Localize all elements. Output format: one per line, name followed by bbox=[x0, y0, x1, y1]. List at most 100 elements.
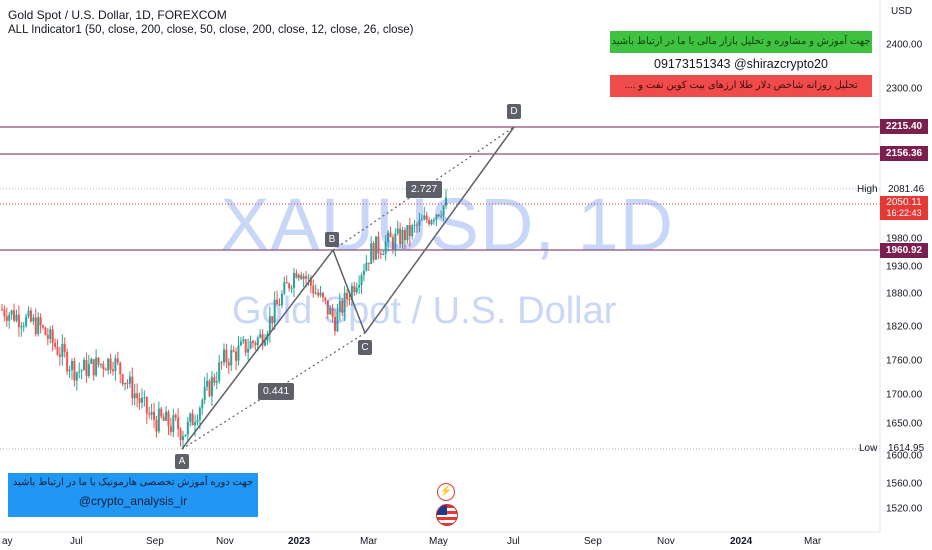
candle-body bbox=[143, 397, 146, 399]
watermark-name: Gold Spot / U.S. Dollar bbox=[232, 290, 617, 332]
price-tick-label: 2300.00 bbox=[886, 84, 923, 95]
candle-body bbox=[44, 327, 47, 336]
candle-body bbox=[181, 436, 184, 441]
candle-body bbox=[283, 282, 286, 294]
candle-body bbox=[20, 326, 23, 328]
level-tag-2156: 2156.36 bbox=[880, 146, 928, 161]
last-price-tag: 2050.11 16:22:43 bbox=[880, 196, 928, 220]
candle-body bbox=[223, 349, 225, 363]
price-tick-label: 1880.00 bbox=[886, 289, 923, 300]
candle-body bbox=[247, 348, 250, 353]
candle-body bbox=[329, 308, 332, 315]
candle-body bbox=[218, 362, 221, 382]
price-axis: 2400.00 2300.00 1980.00 1930.00 1880.00 1820.… bbox=[879, 0, 923, 532]
candle-body bbox=[97, 357, 100, 365]
indicator-legend[interactable]: ALL Indicator1 (50, close, 200, close, 5… bbox=[8, 24, 414, 36]
candle-body bbox=[348, 299, 351, 301]
time-tick-label: 2023 bbox=[288, 536, 311, 547]
ratio-cd[interactable]: 2.727 bbox=[406, 181, 443, 198]
candle-body bbox=[324, 297, 327, 301]
candle-body bbox=[336, 311, 339, 332]
candle-body bbox=[355, 287, 358, 293]
point-a[interactable]: A bbox=[175, 454, 189, 469]
candle-body bbox=[317, 292, 320, 296]
candle-body bbox=[102, 363, 105, 370]
candle-body bbox=[423, 215, 426, 220]
candle-body bbox=[126, 382, 129, 384]
candle-body bbox=[34, 317, 37, 335]
chart-title[interactable]: Gold Spot / U.S. Dollar, 1D, FOREXCOM bbox=[8, 8, 227, 22]
candle-body bbox=[80, 370, 83, 372]
time-tick-label: Mar bbox=[360, 536, 378, 547]
candle-body bbox=[319, 292, 322, 296]
us-flag-icon[interactable] bbox=[436, 504, 458, 526]
candle-body bbox=[206, 380, 209, 387]
candle-body bbox=[167, 411, 170, 427]
candle-body bbox=[391, 237, 394, 250]
candle-body bbox=[160, 408, 163, 417]
candle-body bbox=[230, 350, 233, 366]
candle-body bbox=[396, 228, 399, 234]
candle-body bbox=[61, 343, 64, 357]
candle-body bbox=[288, 283, 291, 289]
leg-cd bbox=[364, 126, 515, 334]
candle-body bbox=[411, 225, 414, 237]
candle-body bbox=[227, 362, 230, 366]
candle-body bbox=[420, 219, 423, 221]
candle-body bbox=[401, 229, 404, 245]
candle-body bbox=[343, 292, 346, 313]
candle-body bbox=[408, 225, 411, 237]
candle-body bbox=[372, 243, 375, 260]
candle-body bbox=[346, 292, 349, 300]
candle-body bbox=[121, 374, 124, 385]
candle-body bbox=[297, 274, 300, 278]
candle-body bbox=[196, 420, 199, 423]
candle-body bbox=[46, 335, 49, 339]
point-d[interactable]: D bbox=[507, 104, 521, 119]
price-tick-label: 1650.00 bbox=[886, 419, 923, 430]
candle-body bbox=[435, 214, 438, 220]
candle-body bbox=[83, 359, 86, 371]
candle-body bbox=[389, 232, 392, 238]
banner-green: جهت آموزش و مشاوره و تحلیل بازار مالی با… bbox=[610, 31, 872, 53]
candle-body bbox=[51, 329, 54, 343]
candle-body bbox=[382, 254, 385, 256]
candle-body bbox=[292, 272, 295, 288]
candle-body bbox=[387, 232, 390, 243]
low-label: Low bbox=[859, 443, 878, 454]
ratio-ab[interactable]: 0.441 bbox=[258, 383, 295, 400]
candle-body bbox=[138, 397, 141, 403]
candle-body bbox=[249, 341, 252, 349]
candle-body bbox=[358, 284, 361, 288]
lightning-icon[interactable]: ⚡ bbox=[437, 483, 455, 501]
price-tick-label: 1820.00 bbox=[886, 322, 923, 333]
candle-body bbox=[116, 358, 119, 363]
candle-body bbox=[73, 361, 76, 381]
promo-box: جهت دوره آموزش تخصصی هارمونیک با ما در ا… bbox=[8, 473, 258, 517]
candle-body bbox=[32, 317, 35, 322]
candle-body bbox=[85, 359, 88, 376]
candle-body bbox=[399, 228, 402, 245]
candle-body bbox=[235, 351, 238, 361]
candle-body bbox=[133, 393, 136, 399]
promo-line1: جهت دوره آموزش تخصصی هارمونیک با ما در ا… bbox=[12, 477, 254, 488]
time-tick-label: May bbox=[429, 536, 448, 547]
price-tick-label: 1930.00 bbox=[886, 262, 923, 273]
candle-body bbox=[273, 299, 276, 323]
candle-body bbox=[70, 361, 73, 370]
candle-body bbox=[78, 371, 81, 373]
time-tick-label: Jul bbox=[507, 536, 520, 547]
candle-body bbox=[42, 325, 45, 328]
candle-body bbox=[295, 272, 298, 278]
point-b[interactable]: B bbox=[325, 232, 339, 247]
candle-body bbox=[114, 358, 117, 372]
watermark-symbol: XAUUSD, 1D bbox=[220, 183, 675, 266]
candle-body bbox=[119, 362, 122, 375]
candle-body bbox=[17, 314, 20, 327]
point-c[interactable]: C bbox=[358, 340, 372, 355]
candle-body bbox=[37, 317, 40, 335]
candle-body bbox=[13, 310, 16, 321]
candle-body bbox=[445, 197, 447, 206]
time-tick-label: Nov bbox=[657, 536, 675, 547]
